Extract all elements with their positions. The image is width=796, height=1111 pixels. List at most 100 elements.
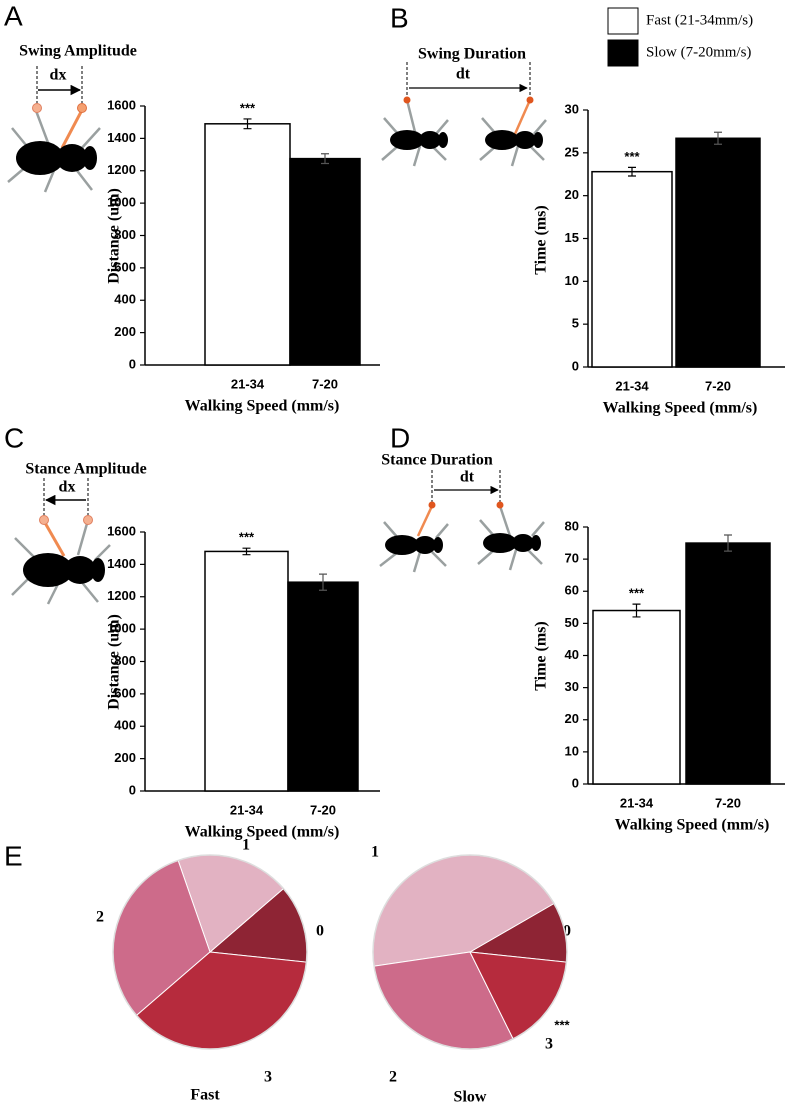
legend-swatch xyxy=(607,7,639,35)
diagram-label: dt xyxy=(456,66,471,83)
slice-label: 1 xyxy=(371,844,379,861)
y-tick-label: 60 xyxy=(565,583,579,598)
legend-swatch xyxy=(607,39,639,67)
panel-letter: D xyxy=(390,422,410,453)
diagram-label: dt xyxy=(460,469,475,486)
y-tick-label: 1400 xyxy=(107,130,136,145)
x-tick-label: 7-20 xyxy=(705,378,731,393)
diagram-label: dx xyxy=(59,479,76,496)
error-bar xyxy=(724,534,732,552)
slice-label: 2 xyxy=(96,909,104,926)
x-axis-label: Walking Speed (mm/s) xyxy=(603,400,758,417)
y-axis-label: Time (ms) xyxy=(533,205,550,274)
y-tick-label: 1200 xyxy=(107,588,136,603)
y-axis-label: Distance (um) xyxy=(106,614,123,710)
significance: *** xyxy=(240,100,256,115)
diagram-title: Swing Duration xyxy=(418,46,526,63)
y-tick-label: 20 xyxy=(565,187,579,202)
bar xyxy=(287,581,359,792)
significance: *** xyxy=(554,1017,570,1032)
legend-label: Slow (7-20mm/s) xyxy=(646,44,751,60)
y-tick-label: 200 xyxy=(114,750,136,765)
y-tick-label: 600 xyxy=(114,685,136,700)
y-tick-label: 800 xyxy=(114,227,136,242)
y-tick-label: 1600 xyxy=(107,523,136,538)
y-tick-label: 30 xyxy=(565,101,579,116)
pie-title: Slow xyxy=(454,1089,487,1106)
bar xyxy=(675,137,761,368)
y-tick-label: 0 xyxy=(572,358,579,373)
y-tick-label: 70 xyxy=(565,551,579,566)
error-bar xyxy=(714,131,722,145)
y-tick-label: 25 xyxy=(565,144,579,159)
error-bar xyxy=(632,603,641,618)
y-tick-label: 10 xyxy=(565,743,579,758)
panel-letter: B xyxy=(390,2,409,33)
x-tick-label: 21-34 xyxy=(615,378,649,393)
y-tick-label: 0 xyxy=(129,356,136,371)
y-tick-label: 20 xyxy=(565,711,579,726)
x-axis-label: Walking Speed (mm/s) xyxy=(185,398,340,415)
y-tick-label: 200 xyxy=(114,324,136,339)
x-tick-label: 21-34 xyxy=(620,795,654,810)
bar xyxy=(592,609,681,785)
diagram-title: Stance Amplitude xyxy=(25,461,146,478)
bar xyxy=(685,542,771,785)
significance: *** xyxy=(629,586,645,601)
y-tick-label: 15 xyxy=(565,230,579,245)
y-tick-label: 600 xyxy=(114,259,136,274)
panel-letter: A xyxy=(4,0,23,31)
x-axis-label: Walking Speed (mm/s) xyxy=(615,817,770,834)
bar xyxy=(204,123,291,366)
bar xyxy=(289,157,361,366)
error-bar xyxy=(319,573,327,591)
x-tick-label: 7-20 xyxy=(715,795,741,810)
diagram-title: Stance Duration xyxy=(381,452,493,469)
pie-outline xyxy=(112,854,308,1050)
significance: *** xyxy=(239,530,255,545)
slice-label: 3 xyxy=(545,1036,553,1053)
diagram-label: dx xyxy=(50,67,67,84)
error-bar xyxy=(242,547,251,556)
y-tick-label: 1400 xyxy=(107,556,136,571)
y-tick-label: 50 xyxy=(565,615,579,630)
y-tick-label: 10 xyxy=(565,273,579,288)
y-tick-label: 1600 xyxy=(107,97,136,112)
y-axis-label: Distance (um) xyxy=(106,188,123,284)
error-bar xyxy=(243,118,252,130)
slice-label: 2 xyxy=(389,1069,397,1086)
significance: *** xyxy=(624,149,640,164)
x-tick-label: 21-34 xyxy=(230,802,264,817)
y-axis-label: Time (ms) xyxy=(533,621,550,690)
y-tick-label: 5 xyxy=(572,316,579,331)
y-tick-label: 1000 xyxy=(107,195,136,210)
y-tick-label: 0 xyxy=(129,782,136,797)
y-tick-label: 1000 xyxy=(107,621,136,636)
bar xyxy=(591,170,673,368)
pie-outline xyxy=(372,854,568,1050)
y-tick-label: 1200 xyxy=(107,162,136,177)
y-tick-label: 400 xyxy=(114,718,136,733)
diagram-d: Stance Duration dt xyxy=(379,452,545,573)
panel-letter: E xyxy=(4,840,23,871)
x-tick-label: 7-20 xyxy=(310,802,336,817)
pie-title: Fast xyxy=(190,1087,220,1104)
slice-label: 3 xyxy=(264,1069,272,1086)
y-tick-label: 30 xyxy=(565,679,579,694)
y-tick-label: 80 xyxy=(565,518,579,533)
bar xyxy=(204,550,289,792)
x-tick-label: 21-34 xyxy=(231,376,265,391)
slice-label: 0 xyxy=(563,923,571,940)
y-tick-label: 400 xyxy=(114,292,136,307)
diagram-b: Swing Duration dt xyxy=(381,46,547,167)
slice-label: 1 xyxy=(242,837,250,854)
y-tick-label: 40 xyxy=(565,647,579,662)
diagram-c: Stance Amplitude dx xyxy=(11,461,147,605)
slice-label: 0 xyxy=(316,923,324,940)
x-axis-label: Walking Speed (mm/s) xyxy=(185,824,340,841)
error-bar xyxy=(628,166,636,177)
error-bar xyxy=(321,153,329,165)
y-tick-label: 800 xyxy=(114,653,136,668)
panel-letter: C xyxy=(4,422,24,453)
